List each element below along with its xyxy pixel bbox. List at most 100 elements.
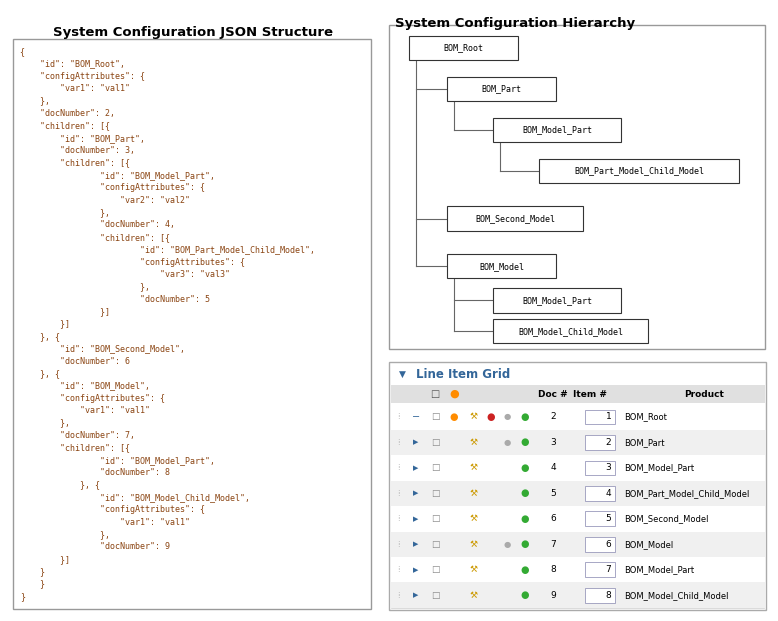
Text: },: }, [19,97,50,106]
Text: ▶: ▶ [413,465,419,471]
Text: BOM_Root: BOM_Root [443,43,484,52]
Text: ⁞: ⁞ [398,412,400,422]
Text: ⚒: ⚒ [469,514,477,524]
Text: ⚒: ⚒ [469,540,477,549]
Text: "var3": "val3": "var3": "val3" [19,270,230,279]
Text: 5: 5 [605,514,612,524]
Text: "docNumber": 2,: "docNumber": 2, [19,109,114,118]
Text: ●: ● [450,412,458,422]
Text: "children": [{: "children": [{ [19,443,130,452]
Text: ⚒: ⚒ [469,412,477,422]
Text: "var1": "val1": "var1": "val1" [19,518,190,527]
Text: "id": "BOM_Part",: "id": "BOM_Part", [19,134,145,143]
Text: "id": "BOM_Model_Part",: "id": "BOM_Model_Part", [19,456,215,465]
Text: ●: ● [520,539,529,549]
Text: ⁞: ⁞ [398,463,400,473]
FancyBboxPatch shape [585,461,615,476]
Text: BOM_Model_Part: BOM_Model_Part [522,296,592,305]
Text: ⁞: ⁞ [398,489,400,498]
FancyBboxPatch shape [585,435,615,450]
Text: "configAttributes": {: "configAttributes": { [19,183,205,193]
Text: "id": "BOM_Second_Model",: "id": "BOM_Second_Model", [19,344,184,353]
Text: "configAttributes": {: "configAttributes": { [19,394,165,403]
Text: ⁞: ⁞ [398,591,400,600]
Text: },: }, [19,419,69,428]
Text: ⁞: ⁞ [398,540,400,549]
FancyBboxPatch shape [447,254,556,278]
Text: ●: ● [520,488,529,498]
Text: 8: 8 [605,591,612,600]
Text: BOM_Model: BOM_Model [479,262,524,271]
Text: 2: 2 [551,412,556,422]
Text: }: } [19,592,25,601]
Text: □: □ [431,438,440,447]
Text: "docNumber": 7,: "docNumber": 7, [19,431,135,440]
FancyBboxPatch shape [493,117,621,142]
FancyBboxPatch shape [389,362,766,610]
Text: 6: 6 [550,514,556,524]
FancyBboxPatch shape [391,557,765,582]
Text: },: }, [19,283,149,291]
Text: □: □ [430,389,440,399]
Text: □: □ [431,412,440,422]
Text: "docNumber": 6: "docNumber": 6 [19,356,130,366]
Text: "configAttributes": {: "configAttributes": { [19,258,244,266]
FancyBboxPatch shape [585,410,615,425]
Text: "children": [{: "children": [{ [19,121,110,130]
FancyBboxPatch shape [585,537,615,552]
Text: "id": "BOM_Model_Part",: "id": "BOM_Model_Part", [19,171,215,180]
FancyBboxPatch shape [585,588,615,603]
Text: 3: 3 [605,463,612,473]
FancyBboxPatch shape [391,532,765,557]
Text: ●: ● [504,438,511,447]
Text: 1: 1 [605,412,612,422]
Text: "children": [{: "children": [{ [19,158,130,168]
Text: }, {: }, { [19,369,60,378]
Text: BOM_Second_Model: BOM_Second_Model [475,214,555,223]
Text: "children": [{: "children": [{ [19,233,170,242]
Text: □: □ [431,514,440,524]
Text: BOM_Second_Model: BOM_Second_Model [624,514,708,524]
Text: Doc #: Doc # [538,389,568,399]
Text: BOM_Part_Model_Child_Model: BOM_Part_Model_Child_Model [624,489,749,498]
Text: ●: ● [449,389,459,399]
Text: −: − [412,412,420,422]
FancyBboxPatch shape [493,288,621,312]
Text: ⁞: ⁞ [398,514,400,524]
FancyBboxPatch shape [391,481,765,506]
Text: ●: ● [520,564,529,574]
Text: System Configuration Hierarchy: System Configuration Hierarchy [395,17,635,30]
FancyBboxPatch shape [585,486,615,501]
Text: ⚒: ⚒ [469,489,477,498]
FancyBboxPatch shape [493,319,648,343]
Text: □: □ [431,489,440,498]
Text: 5: 5 [550,489,556,498]
Text: 6: 6 [605,540,612,549]
Text: BOM_Root: BOM_Root [624,412,667,422]
Text: BOM_Model_Part: BOM_Model_Part [522,125,592,134]
Text: BOM_Model_Part: BOM_Model_Part [624,463,694,473]
Text: }]: }] [19,307,110,316]
Text: ⚒: ⚒ [469,463,477,473]
Text: },: }, [19,208,110,217]
Text: }]: }] [19,320,69,329]
Text: "docNumber": 8: "docNumber": 8 [19,468,170,477]
Text: "var1": "val1": "var1": "val1" [19,84,130,93]
Text: ●: ● [504,412,511,422]
Text: ▶: ▶ [413,440,419,445]
FancyBboxPatch shape [391,455,765,481]
Text: }: } [19,579,44,589]
Text: □: □ [431,565,440,574]
Text: Line Item Grid: Line Item Grid [416,368,510,381]
FancyBboxPatch shape [391,430,765,455]
FancyBboxPatch shape [391,582,765,608]
Text: Product: Product [684,389,724,399]
Text: □: □ [431,591,440,600]
Text: ⁞: ⁞ [398,565,400,574]
Text: ▶: ▶ [413,592,419,598]
Text: 9: 9 [550,591,556,600]
Text: □: □ [431,540,440,549]
Text: ⚒: ⚒ [469,438,477,447]
Text: BOM_Part: BOM_Part [482,84,522,93]
Text: "docNumber": 9: "docNumber": 9 [19,543,170,551]
